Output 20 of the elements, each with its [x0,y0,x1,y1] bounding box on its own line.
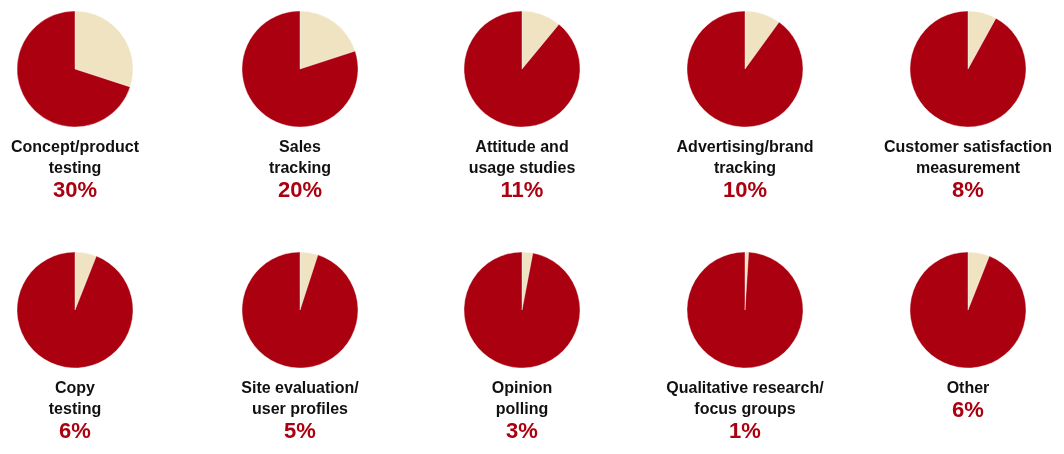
text: Attitude and usage studies [468,138,576,176]
text: Advertising/brand tracking [676,138,814,176]
text: 3% [506,418,538,443]
text: 1% [729,418,761,443]
text: 6% [952,397,984,422]
text: Customer satisfaction measurement [883,138,1053,176]
text: Qualitative research/ focus groups [666,379,825,417]
text: Copy testing [48,379,102,417]
text: 6% [59,418,91,443]
text: 5% [284,418,316,443]
text: 10% [722,177,768,202]
text: Concept/product testing [11,138,140,176]
text: Sales tracking [268,138,332,176]
text: Site evaluation/ user profiles [241,379,360,417]
text: 11% [500,177,544,202]
text: Opinion polling [491,379,553,417]
text: 8% [952,177,984,202]
text: Other [946,379,990,396]
text: 20% [277,177,323,202]
text: 30% [52,177,98,202]
